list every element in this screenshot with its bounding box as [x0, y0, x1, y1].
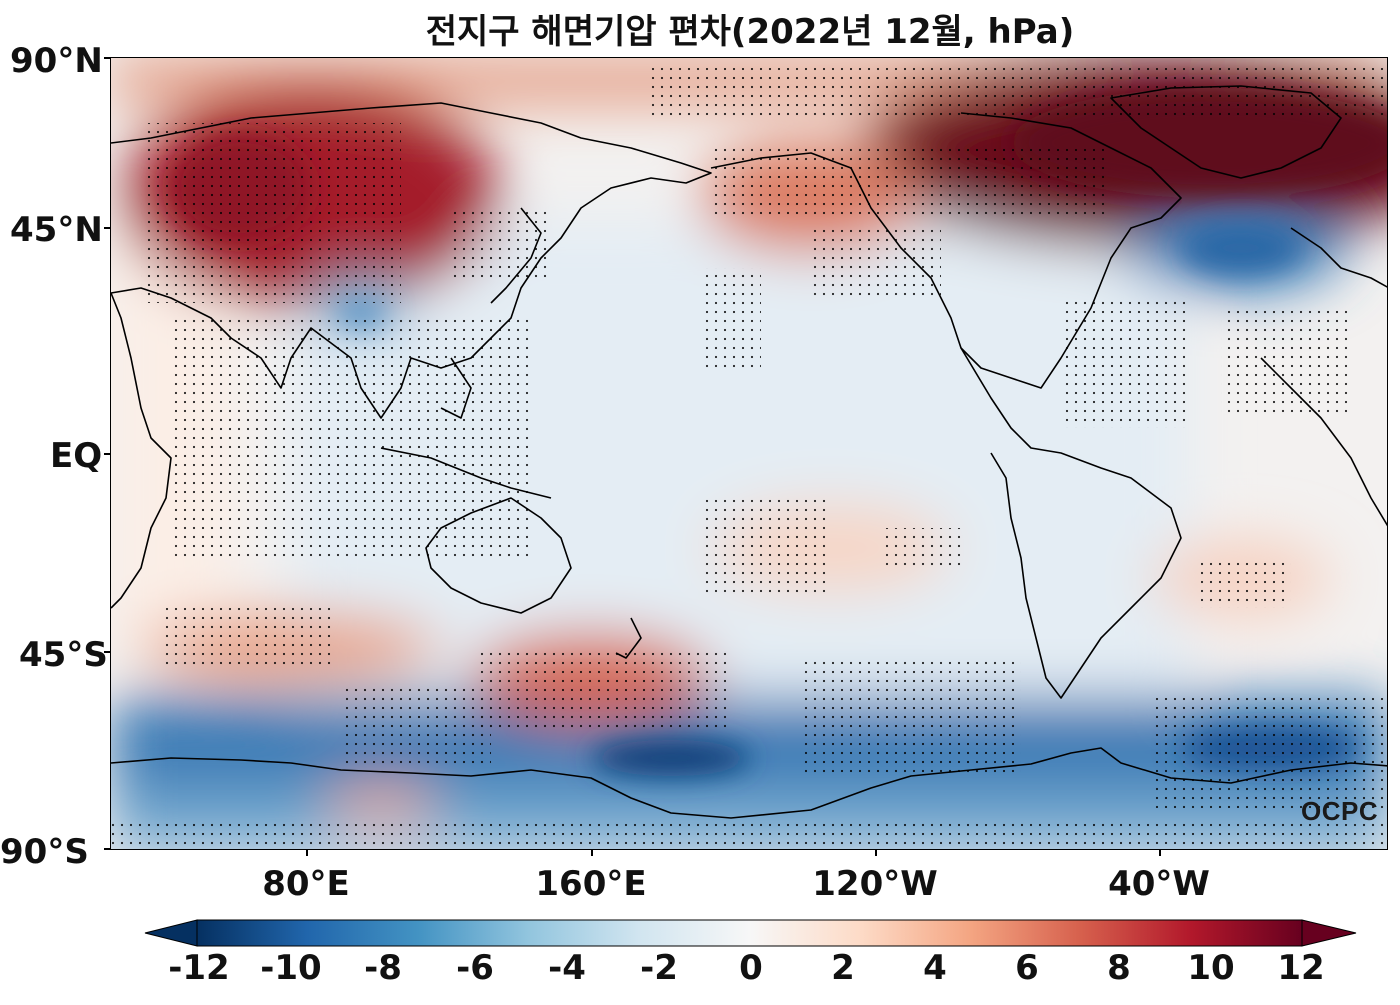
lon-label-120w: 120°W [812, 864, 938, 904]
colorbar-tick: -2 [640, 948, 678, 988]
colorbar-tick: 6 [1015, 948, 1039, 988]
lat-label-90s: 90°S [0, 832, 89, 872]
lat-label-90n: 90°N [10, 41, 103, 81]
lat-label-eq: EQ [50, 436, 103, 476]
colorbar-tick: -12 [168, 948, 230, 988]
lat-label-45s: 45°S [19, 635, 108, 675]
lon-label-160e: 160°E [535, 864, 647, 904]
colorbar-tick: 0 [739, 948, 763, 988]
colorbar-tick: -10 [260, 948, 322, 988]
colorbar [144, 919, 1357, 947]
colorbar-tick: 2 [831, 948, 855, 988]
colorbar-tick: -8 [364, 948, 402, 988]
colorbar-tick: -4 [548, 948, 586, 988]
lon-label-80e: 80°E [262, 864, 350, 904]
lat-label-45n: 45°N [10, 210, 103, 250]
colorbar-tick: 8 [1107, 948, 1131, 988]
ocpc-watermark: OCPC [1301, 796, 1379, 826]
sea-level-pressure-anomaly-map: OCPC [110, 57, 1388, 850]
colorbar-tick: 12 [1277, 948, 1325, 988]
map-title: 전지구 해면기압 편차(2022년 12월, hPa) [425, 12, 1075, 52]
colorbar-tick: -6 [456, 948, 494, 988]
colorbar-tick: 10 [1187, 948, 1235, 988]
colorbar-tick: 4 [923, 948, 947, 988]
lon-label-40w: 40°W [1108, 864, 1210, 904]
